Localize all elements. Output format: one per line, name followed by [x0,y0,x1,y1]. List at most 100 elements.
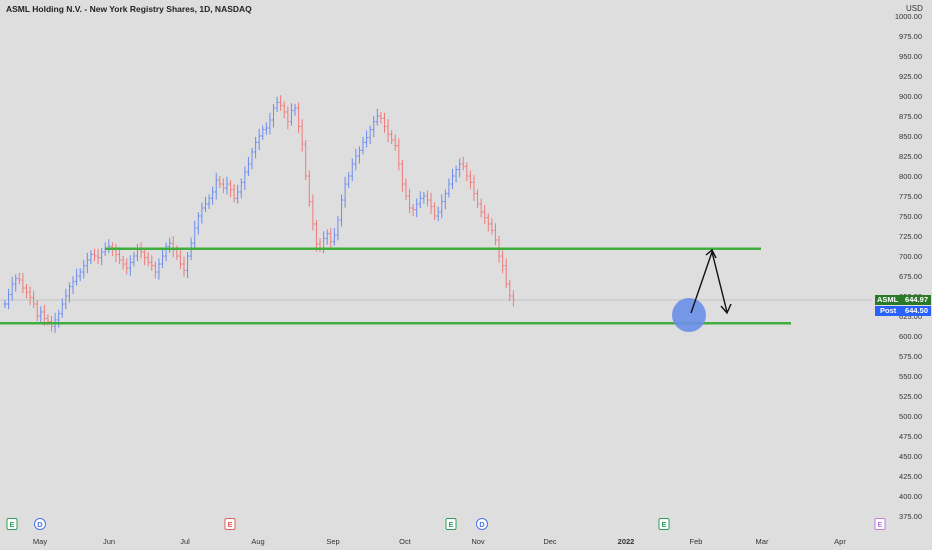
ohlc-bar [28,286,32,306]
symbol-tag-value: 644.97 [905,295,928,304]
ohlc-bar [203,196,207,212]
ohlc-bar [168,237,172,253]
symbol-price-tag: ASML 644.97 [875,295,931,305]
ohlc-bar [418,191,422,208]
ohlc-bar [451,168,454,190]
ohlc-bar [85,252,89,274]
time-axis-label: Aug [251,537,264,546]
ohlc-bar [246,156,250,176]
ohlc-bar [311,194,315,231]
dividend-marker[interactable]: D [476,518,488,530]
ohlc-bar [139,242,143,259]
ohlc-bar [279,95,283,111]
ohlc-bar [100,248,104,266]
time-axis[interactable]: May Jun Jul Aug Sep Oct Nov Dec 2022 Feb Mar Apr [33,537,846,546]
ohlc-bar [153,261,157,279]
time-axis-label: Sep [326,537,339,546]
ohlc-bar [71,276,75,294]
ohlc-bar [293,104,297,116]
price-axis-label: 725.00 [899,232,922,241]
ohlc-bar [454,165,458,183]
event-marker-letter: E [661,520,666,529]
post-price-tag: Post 644.50 [875,306,931,316]
time-axis-label: Oct [399,537,412,546]
ohlc-bar [14,274,18,292]
ohlc-bar [114,244,118,262]
price-axis-label: 950.00 [899,52,922,61]
ohlc-bar [347,172,351,188]
symbol-tag-label: ASML [877,295,899,304]
price-axis-label: 625.00 [899,312,922,321]
dividend-marker[interactable]: D [34,518,46,530]
ohlc-bar [375,108,379,126]
ohlc-bar [282,101,286,119]
ohlc-bar [343,176,347,208]
ohlc-bar [17,272,21,284]
ohlc-bar [35,300,39,322]
ohlc-bar [504,258,508,288]
price-axis-label: 600.00 [899,332,922,341]
price-axis-label: 425.00 [899,472,922,481]
ohlc-bar [354,148,358,171]
ohlc-bar [211,186,215,205]
price-axis-label: 475.00 [899,432,922,441]
price-bars [3,95,515,333]
ohlc-bar [178,250,182,270]
ohlc-bar [357,146,361,164]
ohlc-bar [440,194,444,219]
ohlc-bar [332,228,336,246]
ohlc-bar [135,244,139,262]
ohlc-bar [157,258,161,280]
ohlc-bar [64,288,68,310]
ohlc-bar [297,102,301,133]
ohlc-bar [82,260,86,279]
ohlc-bar [472,175,476,202]
ohlc-bar [275,96,279,112]
time-axis-label: Feb [690,537,703,546]
ohlc-bar [493,223,497,246]
earnings-marker[interactable]: E [6,518,18,530]
ohlc-bar [128,255,132,276]
projection-arrow-path[interactable] [690,249,728,314]
time-axis-label: Jun [103,537,115,546]
ohlc-bar [21,272,25,294]
ohlc-bar [415,198,419,218]
ohlc-bar [200,202,204,224]
ohlc-bar [121,256,125,270]
ohlc-bar [490,218,494,235]
earnings-marker[interactable]: E [224,518,236,530]
ohlc-bar [39,306,43,323]
ohlc-bar [214,172,218,200]
earnings-marker[interactable]: E [658,518,670,530]
ohlc-bar [368,125,372,144]
ohlc-bar [390,130,394,144]
ohlc-bar [93,248,96,262]
earnings-marker[interactable]: E [445,518,457,530]
price-axis-label: 675.00 [899,272,922,281]
price-axis[interactable]: 1000.00 975.00 950.00 925.00 900.00 875.00 850… [895,12,922,521]
event-marker-letter: E [448,520,453,529]
earnings-marker[interactable]: E [874,518,886,530]
event-marker-letter: D [479,520,485,529]
arrow-up-head-icon [705,248,717,259]
price-axis-label: 750.00 [899,212,922,221]
ohlc-bar [476,189,480,208]
currency-label: USD [906,4,923,13]
ohlc-bar [261,125,265,140]
ohlc-bar [486,213,490,232]
ohlc-bar [443,189,447,210]
time-axis-label: 2022 [618,537,635,546]
price-axis-label: 575.00 [899,352,922,361]
drawings[interactable] [0,247,791,332]
highlight-circle[interactable] [672,298,706,332]
price-axis-label: 700.00 [899,252,922,261]
ohlc-bar [386,119,390,142]
ohlc-bar [229,180,233,198]
ohlc-bar [479,198,483,218]
ohlc-bar [340,194,344,227]
post-tag-value: 644.50 [905,306,928,315]
ohlc-bar [361,136,365,155]
